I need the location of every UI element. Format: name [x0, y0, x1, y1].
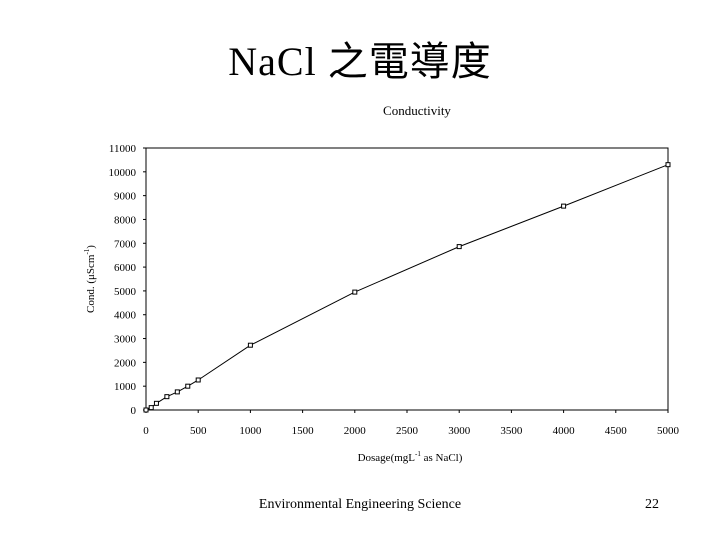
y-axis-label-main: Cond. (μScm — [85, 254, 97, 313]
data-point — [148, 405, 154, 411]
data-point — [143, 407, 149, 413]
data-point — [665, 162, 671, 168]
x-tick-label: 500 — [190, 425, 207, 437]
y-axis-label-sup: -1 — [83, 248, 91, 254]
y-tick-label: 5000 — [114, 286, 137, 298]
data-point — [247, 342, 253, 348]
x-axis-label-main: Dosage(mgL — [358, 452, 416, 464]
page-number: 22 — [645, 497, 659, 512]
x-axis-ticks: 0 500 1000 1500 2000 2500 3000 3500 4000 4500 5000 — [143, 410, 680, 437]
x-tick-label: 4000 — [553, 425, 576, 437]
x-tick-label: 3000 — [448, 425, 471, 437]
x-tick-label: 1000 — [239, 425, 262, 437]
series-line — [145, 164, 669, 411]
x-tick-label: 0 — [143, 425, 149, 437]
plot-border — [145, 147, 669, 411]
data-point — [195, 377, 201, 383]
x-tick-label: 3500 — [500, 425, 523, 437]
x-axis-label-tail: as NaCl) — [421, 452, 463, 464]
chart-title: Conductivity — [383, 103, 451, 118]
x-tick-label: 2000 — [344, 425, 367, 437]
footer-source: Environmental Engineering Science — [258, 497, 462, 512]
data-point — [185, 383, 191, 389]
x-tick-label: 1500 — [292, 425, 315, 437]
y-tick-label: 11000 — [109, 143, 137, 155]
data-point — [153, 400, 159, 406]
x-tick-label: 4500 — [605, 425, 628, 437]
y-tick-label: 3000 — [114, 334, 137, 346]
data-point — [456, 244, 462, 250]
x-axis-label: Dosage(mgL-1 as NaCl) — [358, 450, 463, 464]
y-tick-label: 1000 — [114, 381, 137, 393]
x-tick-label: 2500 — [396, 425, 419, 437]
x-tick-label: 5000 — [657, 425, 680, 437]
series-layer — [143, 162, 671, 413]
y-tick-label: 8000 — [114, 214, 137, 226]
slide-title: NaCl 之電導度 — [228, 39, 492, 84]
plot-area — [145, 147, 669, 411]
data-point — [174, 389, 180, 395]
y-tick-label: 2000 — [114, 357, 137, 369]
y-tick-label: 6000 — [114, 262, 137, 274]
y-tick-label: 0 — [131, 405, 137, 417]
y-axis-ticks: 0 1000 2000 3000 4000 5000 6000 7000 8000 9000 100… — [109, 143, 146, 417]
y-tick-label: 7000 — [114, 238, 137, 250]
data-point — [561, 203, 567, 209]
y-axis-label: Cond. (μScm-1) — [83, 245, 97, 313]
y-tick-label: 4000 — [114, 310, 137, 322]
data-point — [164, 394, 170, 400]
x-axis-label-sup: -1 — [415, 450, 421, 458]
y-tick-label: 9000 — [114, 191, 137, 203]
y-tick-label: 10000 — [109, 167, 137, 179]
data-point — [352, 289, 358, 295]
y-axis-label-tail: ) — [85, 245, 97, 249]
